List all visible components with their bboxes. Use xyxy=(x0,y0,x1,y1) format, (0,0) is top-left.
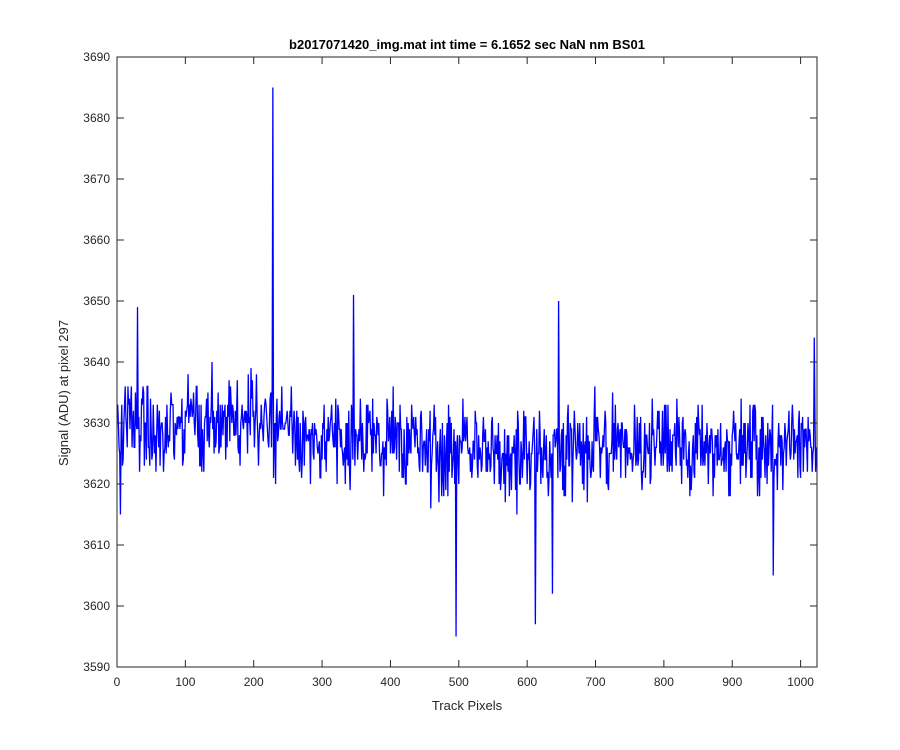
x-tick-label: 0 xyxy=(114,675,121,689)
y-tick-label: 3600 xyxy=(83,599,110,613)
y-axis-label: Signal (ADU) at pixel 297 xyxy=(56,320,71,466)
y-tick-label: 3640 xyxy=(83,355,110,369)
y-tick-label: 3620 xyxy=(83,477,110,491)
y-tick-label: 3610 xyxy=(83,538,110,552)
y-tick-label: 3590 xyxy=(83,660,110,674)
chart-title: b2017071420_img.mat int time = 6.1652 se… xyxy=(289,37,645,52)
y-tick-label: 3650 xyxy=(83,294,110,308)
y-tick-label: 3670 xyxy=(83,172,110,186)
x-tick-label: 700 xyxy=(586,675,606,689)
x-axis-label: Track Pixels xyxy=(432,698,503,713)
x-tick-label: 200 xyxy=(244,675,264,689)
y-tick-label: 3690 xyxy=(83,50,110,64)
y-tick-label: 3680 xyxy=(83,111,110,125)
x-tick-label: 800 xyxy=(654,675,674,689)
x-tick-label: 500 xyxy=(449,675,469,689)
x-tick-label: 300 xyxy=(312,675,332,689)
x-tick-label: 900 xyxy=(722,675,742,689)
x-tick-label: 1000 xyxy=(787,675,814,689)
plot-area: 0 100 200 300 400 500 600 700 800 900 1000 3590 3600… xyxy=(83,50,818,689)
x-tick-label: 400 xyxy=(380,675,400,689)
y-tick-label: 3660 xyxy=(83,233,110,247)
x-tick-label: 100 xyxy=(175,675,195,689)
series-line xyxy=(117,87,817,637)
x-tick-label: 600 xyxy=(517,675,537,689)
y-tick-label: 3630 xyxy=(83,416,110,430)
